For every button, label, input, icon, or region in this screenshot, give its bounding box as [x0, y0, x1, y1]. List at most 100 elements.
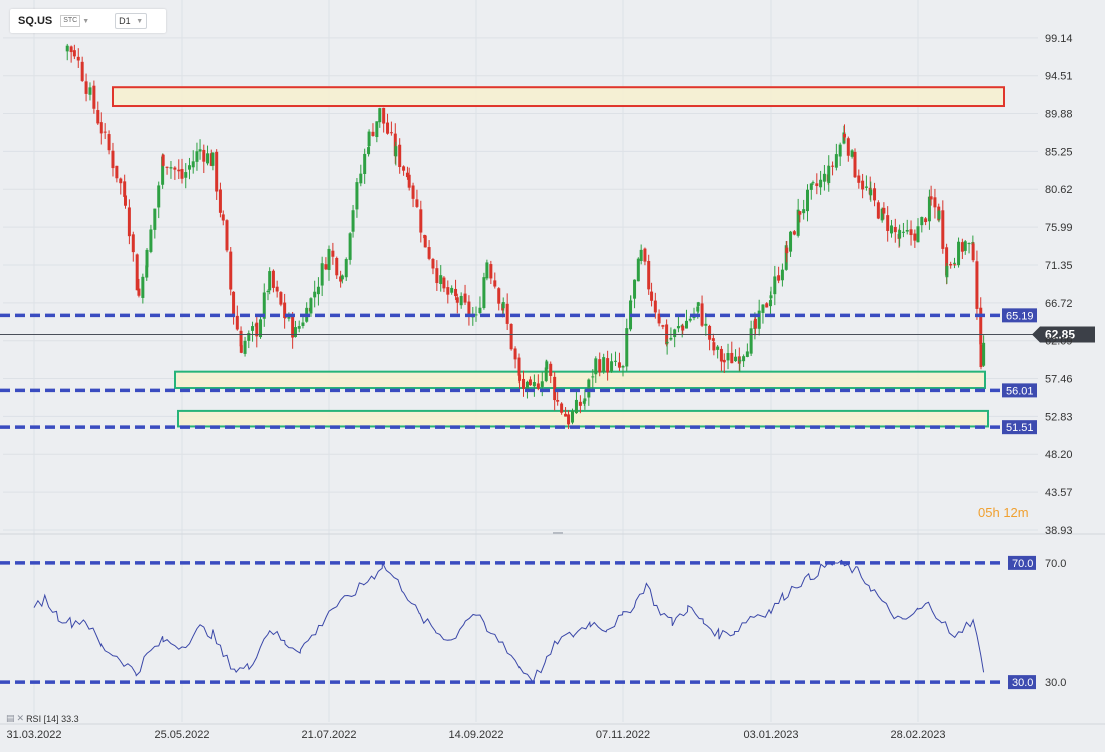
axes-labels: 99.14 94.51 89.88 85.25 80.62 75.99 71.35 66.72… — [6, 33, 1072, 741]
y-tick-label: 94.51 — [1045, 71, 1073, 83]
candle-down — [661, 325, 665, 327]
candle-up — [864, 186, 868, 188]
candle-up — [780, 269, 784, 281]
candle-up — [198, 149, 202, 152]
candle-down — [553, 376, 557, 401]
candle-down — [123, 195, 127, 206]
candle-down — [517, 357, 521, 376]
countdown-minutes-unit: m — [1017, 505, 1029, 520]
candle-up — [206, 153, 210, 164]
candle-up — [633, 279, 637, 299]
candle-up — [789, 231, 793, 252]
candle-down — [386, 122, 390, 134]
candle-down — [722, 359, 726, 363]
candle-up — [614, 360, 618, 362]
candle-up — [838, 144, 842, 157]
candle-up — [669, 337, 673, 340]
candle-up — [738, 359, 742, 362]
y-tick-label: 99.14 — [1045, 33, 1073, 45]
candle-up — [316, 286, 320, 295]
candle-down — [283, 302, 287, 319]
y-tick-label: 71.35 — [1045, 260, 1073, 272]
candle-up — [629, 300, 633, 302]
chevron-down-icon[interactable]: ▼ — [82, 17, 90, 25]
y-tick-label: 80.62 — [1045, 184, 1073, 196]
candle-up — [344, 259, 348, 278]
candle-up — [827, 165, 831, 184]
close-icon[interactable]: ✕ — [16, 713, 25, 723]
candle-down — [442, 277, 446, 289]
candle-down — [971, 243, 975, 261]
candle-up — [363, 153, 367, 174]
candle-up — [880, 208, 884, 221]
candle-down — [165, 166, 169, 168]
candle-up — [153, 208, 157, 230]
candle-up — [809, 183, 813, 190]
candle-up — [367, 131, 371, 147]
candle-down — [497, 288, 501, 304]
candle-down — [777, 275, 781, 281]
candle-up — [544, 367, 548, 382]
candle-down — [893, 226, 897, 233]
rsi-period: [14] — [43, 713, 59, 724]
candle-up — [945, 266, 949, 278]
candle-up — [768, 300, 772, 307]
candle-up — [916, 226, 920, 243]
candle-up — [822, 173, 826, 182]
candle-down — [123, 181, 127, 197]
market-tag: STC — [60, 15, 81, 27]
candle-up — [594, 358, 598, 375]
candle-down — [598, 359, 602, 373]
candle-up — [243, 340, 247, 354]
candle-down — [564, 413, 568, 417]
candle-down — [84, 81, 88, 94]
candle-up — [571, 411, 575, 423]
candle-down — [80, 61, 84, 81]
rsi-level-label: 70.0 — [1012, 558, 1033, 570]
candle-down — [137, 288, 141, 296]
candle-down — [913, 233, 917, 241]
candle-down — [730, 352, 734, 364]
candle-down — [131, 234, 135, 253]
candle-up — [313, 291, 317, 298]
candle-up — [149, 229, 153, 252]
candle-up — [309, 298, 313, 314]
candle-up — [850, 150, 854, 157]
candle-up — [749, 328, 753, 354]
candle-up — [439, 275, 443, 285]
candle-down — [215, 151, 219, 192]
candle-up — [394, 146, 398, 157]
candle-down — [578, 401, 582, 406]
candle-down — [560, 403, 564, 413]
timeframe-select[interactable]: D1 ▼ — [115, 13, 148, 29]
candle-up — [889, 225, 893, 234]
candle-down — [427, 247, 431, 259]
timeframe-value: D1 — [119, 16, 131, 26]
candle-up — [359, 173, 363, 184]
x-tick-label: 28.02.2023 — [890, 729, 945, 741]
candle-up — [485, 262, 489, 279]
candle-down — [886, 215, 890, 231]
candle-down — [255, 322, 259, 337]
candle-up — [259, 319, 263, 338]
candle-down — [522, 378, 526, 389]
hide-eye-icon[interactable]: ▤ — [6, 713, 15, 723]
candle-down — [454, 288, 458, 297]
candle-down — [493, 280, 497, 287]
candle-up — [920, 216, 924, 226]
candle-down — [708, 325, 712, 340]
y-tick-label: 57.46 — [1045, 374, 1073, 386]
candle-down — [335, 257, 339, 276]
candle-down — [518, 374, 522, 381]
candles — [65, 43, 986, 430]
candle-up — [532, 382, 536, 387]
candle-up — [869, 189, 873, 196]
candle-down — [275, 286, 279, 292]
candle-up — [769, 295, 773, 299]
candle-down — [239, 345, 243, 353]
y-tick-label: 75.99 — [1045, 222, 1073, 234]
y-tick-label: 43.57 — [1045, 487, 1073, 499]
symbol-label[interactable]: SQ.US — [18, 15, 53, 27]
candle-down — [467, 301, 471, 317]
